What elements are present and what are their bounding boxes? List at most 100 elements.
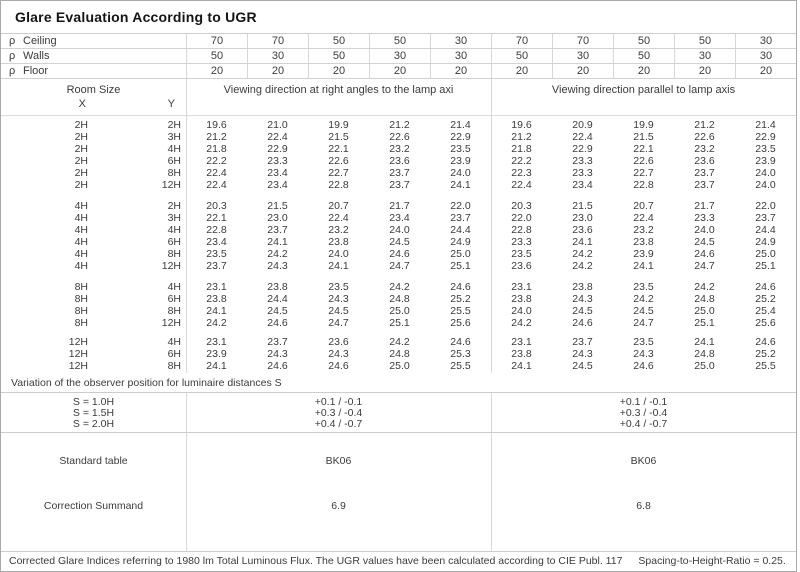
ugr-value-right-angle: 23.7 <box>206 260 227 272</box>
ugr-row: 8H 6H 23.8 24.4 24.3 24.8 25.2 23.8 24.3 24.2 24.8… <box>1 293 796 305</box>
reflectance-surface-label: Ceiling <box>23 35 57 47</box>
room-size-x: 12H <box>68 336 88 348</box>
s-distance-label: S = 1.0H <box>72 396 115 408</box>
ugr-value-right-angle: 24.8 <box>389 348 410 360</box>
block-gap <box>1 329 796 336</box>
ugr-value-right-angle: 23.6 <box>389 155 410 167</box>
ugr-value-parallel: 23.6 <box>511 260 532 272</box>
reflectance-value: 20 <box>369 64 430 78</box>
ugr-value-right-angle: 24.8 <box>389 293 410 305</box>
ugr-value-parallel: 24.0 <box>694 224 715 236</box>
ugr-value-right-angle: 22.4 <box>206 167 227 179</box>
grid-line-vertical <box>186 79 187 115</box>
ugr-value-parallel: 25.6 <box>755 317 776 329</box>
room-size-x: 4H <box>74 200 88 212</box>
ugr-value-parallel: 24.8 <box>694 293 715 305</box>
ugr-value-parallel: 22.6 <box>694 131 715 143</box>
reflectance-value: 20 <box>186 64 247 78</box>
room-size-y: 2H <box>167 119 181 131</box>
ugr-value-right-angle: 23.1 <box>206 281 227 293</box>
room-size-x: 8H <box>74 305 88 317</box>
reflectance-value: 70 <box>247 34 308 48</box>
room-size-y: 6H <box>167 236 181 248</box>
ugr-value-parallel: 24.2 <box>572 248 593 260</box>
ugr-value-right-angle: 21.8 <box>206 143 227 155</box>
ugr-value-right-angle: 24.6 <box>450 281 471 293</box>
ugr-value-parallel: 21.2 <box>694 119 715 131</box>
room-size-x: 2H <box>74 155 88 167</box>
ugr-row: 4H 4H 22.8 23.7 23.2 24.0 24.4 22.8 23.6 23.2 24.0… <box>1 224 796 236</box>
ugr-value-right-angle: 21.5 <box>267 200 288 212</box>
ugr-value-parallel: 24.6 <box>755 336 776 348</box>
room-size-y: 4H <box>167 224 181 236</box>
ugr-value-right-angle: 23.0 <box>267 212 288 224</box>
ugr-row: 8H 4H 23.1 23.8 23.5 24.2 24.6 23.1 23.8 23.5 24.2… <box>1 281 796 293</box>
ugr-value-parallel: 24.3 <box>572 293 593 305</box>
ugr-value-right-angle: 22.6 <box>389 131 410 143</box>
ugr-row: 12H 6H 23.9 24.3 24.3 24.8 25.3 23.8 24.3 24.3 24.… <box>1 348 796 360</box>
grid-line-vertical <box>491 393 492 432</box>
ugr-value-right-angle: 22.4 <box>206 179 227 191</box>
ugr-value-right-angle: 25.5 <box>450 360 471 372</box>
footer-note: Corrected Glare Indices referring to 198… <box>9 555 623 567</box>
ugr-value-parallel: 19.9 <box>633 119 654 131</box>
ugr-value-right-angle: 23.7 <box>389 167 410 179</box>
spacing-height-ratio: Spacing-to-Height-Ratio = 0.25. <box>638 555 786 567</box>
standard-table-value-parallel: BK06 <box>630 455 657 467</box>
ugr-value-parallel: 25.2 <box>755 293 776 305</box>
reflectance-value: 20 <box>735 64 796 78</box>
reflectance-row-label: ρ Floor <box>1 64 186 78</box>
block-gap <box>1 191 796 200</box>
ugr-value-parallel: 23.1 <box>511 281 532 293</box>
ugr-value-parallel: 23.3 <box>572 167 593 179</box>
ugr-value-parallel: 20.3 <box>511 200 532 212</box>
ugr-value-parallel: 22.4 <box>511 179 532 191</box>
ugr-value-parallel: 24.4 <box>755 224 776 236</box>
room-size-y: 4H <box>167 143 181 155</box>
ugr-value-right-angle: 24.7 <box>389 260 410 272</box>
ugr-value-right-angle: 24.6 <box>267 360 288 372</box>
correction-summand-value-parallel: 6.8 <box>636 500 651 512</box>
rho-symbol: ρ <box>9 50 16 62</box>
ugr-value-right-angle: 24.6 <box>450 336 471 348</box>
ugr-value-right-angle: 24.1 <box>267 236 288 248</box>
room-size-x: 4H <box>74 236 88 248</box>
reflectance-value: 70 <box>186 34 247 48</box>
ugr-value-parallel: 23.9 <box>633 248 654 260</box>
ugr-value-right-angle: 24.1 <box>328 260 349 272</box>
reflectance-value: 20 <box>491 64 552 78</box>
ugr-value-right-angle: 23.8 <box>328 236 349 248</box>
ugr-value-right-angle: 25.3 <box>450 348 471 360</box>
ugr-value-parallel: 24.2 <box>694 281 715 293</box>
ugr-value-parallel: 24.9 <box>755 236 776 248</box>
ugr-value-parallel: 24.2 <box>511 317 532 329</box>
summary-section: Standard table BK06 BK06 Correction Summ… <box>1 433 796 552</box>
ugr-value-parallel: 24.2 <box>572 260 593 272</box>
room-size-x: 12H <box>68 360 88 372</box>
reflectance-value: 30 <box>430 34 491 48</box>
room-size-y: 8H <box>167 360 181 372</box>
ugr-value-parallel: 23.1 <box>511 336 532 348</box>
ugr-value-parallel: 23.3 <box>694 212 715 224</box>
room-size-x: 8H <box>74 293 88 305</box>
ugr-value-right-angle: 24.0 <box>450 167 471 179</box>
ugr-value-parallel: 22.4 <box>633 212 654 224</box>
ugr-value-right-angle: 24.1 <box>206 360 227 372</box>
ugr-value-parallel: 24.6 <box>633 360 654 372</box>
ugr-value-right-angle: 24.1 <box>450 179 471 191</box>
variation-label: Variation of the observer position for l… <box>11 376 282 389</box>
ugr-row: 2H 8H 22.4 23.4 22.7 23.7 24.0 22.3 23.3 22.7 23.7… <box>1 167 796 179</box>
ugr-row: 2H 2H 19.6 21.0 19.9 21.2 21.4 19.6 20.9 19.9 21.2… <box>1 119 796 131</box>
ugr-value-right-angle: 22.2 <box>206 155 227 167</box>
room-size-x: 2H <box>74 143 88 155</box>
room-size-x: 4H <box>74 248 88 260</box>
standard-table-label: Standard table <box>59 455 128 467</box>
s-values-parallel: +0.1 / -0.1 +0.3 / -0.4 +0.4 / -0.7 <box>491 397 796 430</box>
reflectance-row: ρ Walls 50 30 50 30 30 50 30 50 30 30 <box>1 49 796 64</box>
title-bar: Glare Evaluation According to UGR <box>1 1 796 34</box>
reflectance-value: 50 <box>613 34 674 48</box>
ugr-value-parallel: 21.5 <box>633 131 654 143</box>
grid-line-vertical <box>491 433 492 551</box>
ugr-value-right-angle: 25.0 <box>389 305 410 317</box>
s-variation-parallel: +0.4 / -0.7 <box>619 418 668 430</box>
